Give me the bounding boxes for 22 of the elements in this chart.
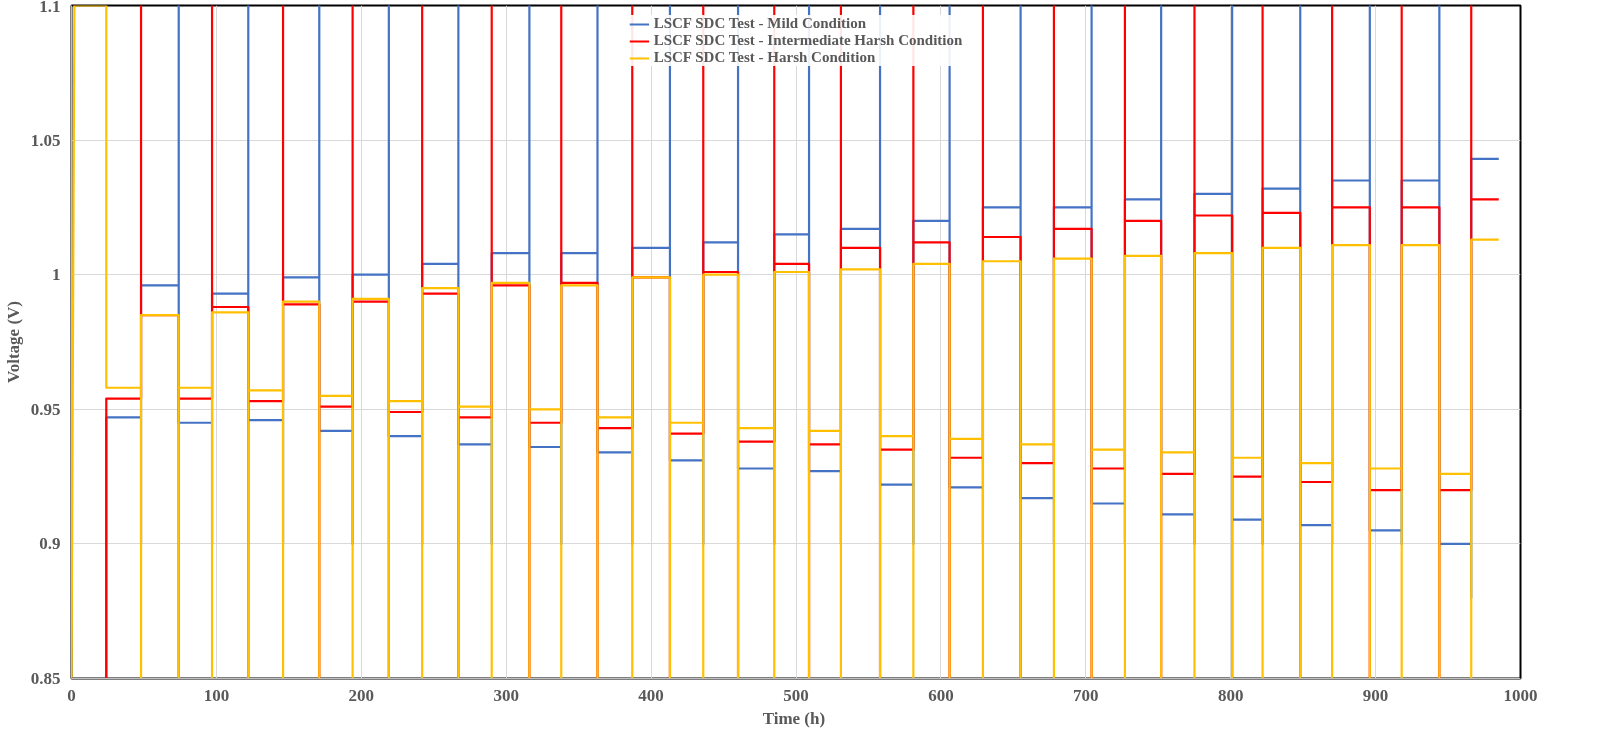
y-tick-label: 0.85 bbox=[30, 669, 61, 688]
y-axis-title: Voltage (V) bbox=[3, 301, 23, 383]
legend-label: LSCF SDC Test - Mild Condition bbox=[653, 15, 867, 32]
y-tick-label: 0.95 bbox=[30, 399, 61, 419]
legend-label: LSCF SDC Test - Intermediate Harsh Condition bbox=[653, 32, 963, 49]
x-tick-label: 200 bbox=[348, 685, 375, 705]
x-tick-label: 0 bbox=[67, 685, 76, 705]
x-tick-label: 100 bbox=[203, 685, 230, 705]
x-tick-label: 300 bbox=[493, 685, 519, 705]
x-tick-label: 400 bbox=[638, 685, 664, 705]
x-tick-label: 1000 bbox=[1503, 685, 1538, 705]
x-tick-label: 700 bbox=[1073, 685, 1099, 705]
y-tick-label: 0.9 bbox=[39, 534, 61, 554]
x-tick-label: 500 bbox=[783, 685, 809, 705]
y-tick-label: 1.1 bbox=[39, 0, 61, 16]
x-axis-title: Time (h) bbox=[762, 708, 826, 728]
x-tick-label: 900 bbox=[1362, 685, 1389, 705]
x-tick-label: 800 bbox=[1217, 685, 1244, 705]
legend-label: LSCF SDC Test - Harsh Condition bbox=[653, 49, 876, 66]
x-tick-label: 600 bbox=[928, 685, 954, 705]
y-tick-label: 1.05 bbox=[30, 130, 61, 150]
y-tick-label: 1 bbox=[52, 265, 61, 285]
